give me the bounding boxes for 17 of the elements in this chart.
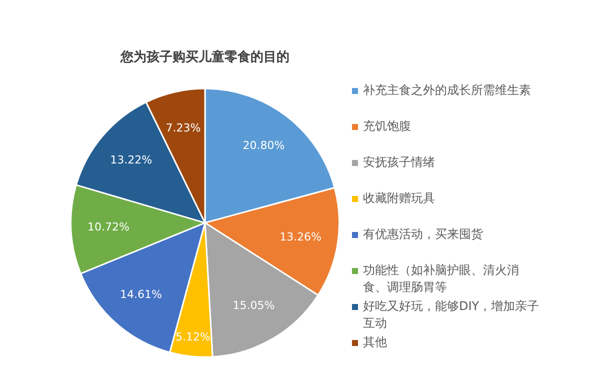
legend-label: 充饥饱腹 — [363, 118, 411, 135]
legend-label: 有优惠活动，买来囤货 — [363, 226, 483, 243]
legend-label: 收藏附赠玩具 — [363, 190, 435, 207]
legend-label: 好吃又好玩，能够DIY，增加亲子互动 — [363, 298, 540, 332]
data-label: 15.05% — [232, 299, 275, 312]
data-label: 7.23% — [166, 121, 201, 134]
legend-label: 其他 — [363, 334, 387, 351]
legend-label: 安抚孩子情绪 — [363, 154, 435, 171]
legend-label: 功能性（如补脑护眼、清火消食、调理肠胃等 — [363, 262, 520, 296]
data-label: 14.61% — [120, 288, 162, 302]
data-label: 20.80% — [242, 138, 285, 152]
data-label: 13.22% — [110, 153, 152, 166]
chart-title: 您为孩子购买儿童零食的目的 — [120, 49, 290, 66]
data-label: 13.26% — [280, 230, 322, 244]
legend-label: 补充主食之外的成长所需维生素 — [363, 82, 531, 99]
data-label: 10.72% — [87, 220, 130, 234]
data-label: 5.12% — [175, 330, 210, 344]
